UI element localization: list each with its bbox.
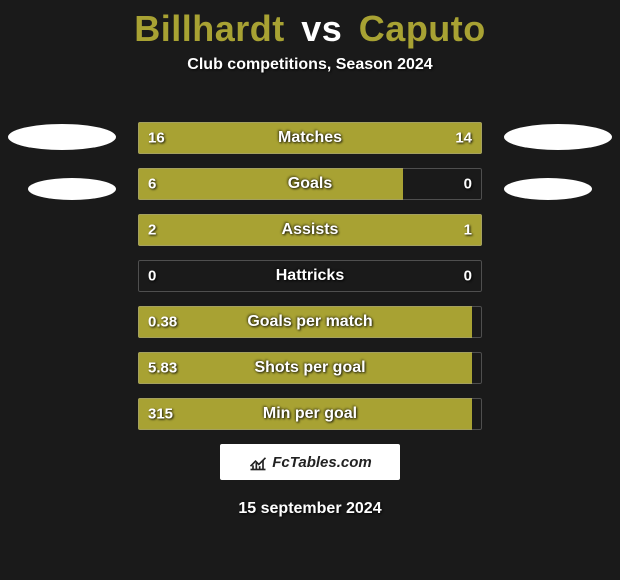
stat-bar-left-fill xyxy=(138,168,403,200)
stat-value-right: 0 xyxy=(464,268,472,285)
vs-text: vs xyxy=(301,8,342,49)
stat-bar-right-fill xyxy=(321,122,482,154)
stat-row: 5.83Shots per goal xyxy=(138,352,482,384)
stat-bar-left-fill xyxy=(138,306,472,338)
stat-bar-right-fill xyxy=(367,214,482,246)
stat-row: 21Assists xyxy=(138,214,482,246)
stats-bars: 1614Matches60Goals21Assists00Hattricks0.… xyxy=(138,122,482,444)
date: 15 september 2024 xyxy=(0,500,620,518)
player2-badge-placeholder-1 xyxy=(504,124,612,150)
stat-value-right: 0 xyxy=(464,176,472,193)
player2-badge-placeholder-2 xyxy=(504,178,592,200)
chart-icon xyxy=(248,452,268,472)
stat-row: 0 0Hattricks xyxy=(138,260,482,292)
stat-row: 0.38Goals per match xyxy=(138,306,482,338)
logo-text: FcTables.com xyxy=(272,454,371,471)
subtitle: Club competitions, Season 2024 xyxy=(0,56,620,74)
stat-row: 315Min per goal xyxy=(138,398,482,430)
comparison-title: Billhardt vs Caputo xyxy=(0,0,620,50)
fctables-logo: FcTables.com xyxy=(220,444,400,480)
stat-value-left: 0 xyxy=(148,268,156,285)
stat-bar-left-fill xyxy=(138,398,472,430)
player2-name: Caputo xyxy=(359,8,486,49)
stat-bar-outline xyxy=(138,260,482,292)
player1-badge-placeholder-2 xyxy=(28,178,116,200)
stat-row: 1614Matches xyxy=(138,122,482,154)
player1-badge-placeholder-1 xyxy=(8,124,116,150)
stat-bar-left-fill xyxy=(138,352,472,384)
stat-row: 60Goals xyxy=(138,168,482,200)
player1-name: Billhardt xyxy=(134,8,285,49)
stat-bar-left-fill xyxy=(138,214,367,246)
stat-label: Hattricks xyxy=(138,267,482,285)
stat-bar-left-fill xyxy=(138,122,321,154)
